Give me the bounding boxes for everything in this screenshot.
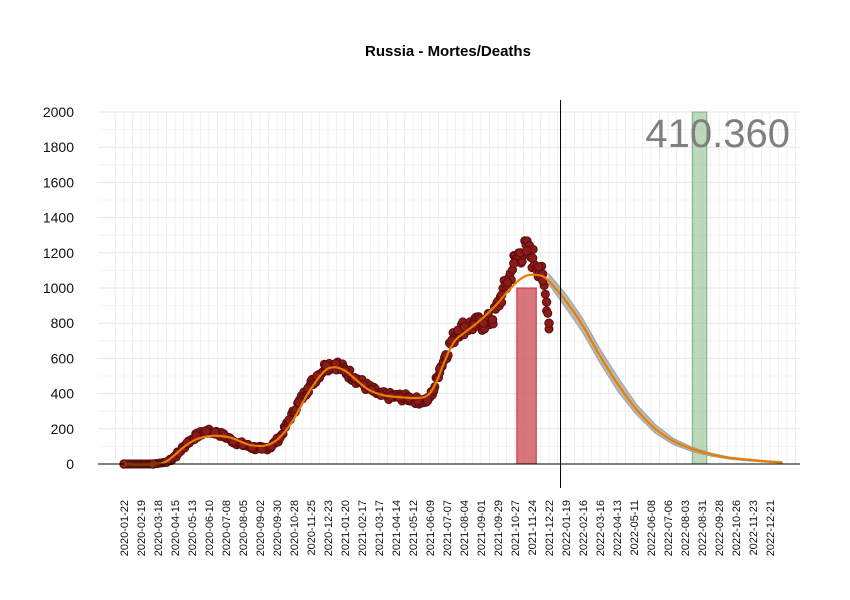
observed-point-key [544, 318, 554, 328]
x-tick-label: 2021-09-29 [493, 500, 505, 556]
observed-point-key [478, 318, 489, 328]
y-tick-label: 800 [51, 315, 75, 331]
x-tick-label: 2022-04-13 [612, 500, 624, 556]
x-tick-label: 2021-09-01 [476, 500, 488, 556]
x-tick-label: 2022-02-16 [578, 500, 590, 556]
y-tick-label: 1200 [43, 245, 74, 261]
x-tick-label: 2020-11-25 [306, 500, 318, 555]
y-tick-label: 600 [51, 350, 75, 366]
x-tick-label: 2020-03-18 [153, 500, 165, 556]
grid [98, 111, 800, 465]
chart-title: Russia - Mortes/Deaths [365, 43, 531, 60]
x-tick-label: 2022-01-19 [561, 500, 573, 556]
x-tick-label: 2022-06-08 [646, 500, 658, 556]
x-tick-label: 2020-02-19 [136, 500, 148, 556]
x-tick-label: 2021-02-17 [357, 500, 369, 556]
x-tick-label: 2020-06-10 [204, 500, 216, 556]
x-tick-label: 2020-01-22 [119, 500, 131, 556]
x-tick-label: 2021-01-20 [340, 500, 352, 556]
y-tick-label: 0 [66, 456, 74, 472]
observed-point-key [487, 314, 498, 325]
x-tick-label: 2021-10-27 [510, 500, 522, 556]
x-tick-label: 2021-05-12 [408, 500, 420, 556]
y-tick-labels: 0 200 400 600 800 1000 1200 1400 1600 1800 2000 [43, 104, 74, 472]
x-tick-labels: 2020-01-22 2020-02-19 2020-03-18 2020-04-15… [119, 500, 777, 556]
smooth-line-group [123, 273, 783, 466]
observed-point-key [533, 262, 544, 272]
x-tick-label: 2021-07-07 [442, 500, 454, 556]
observed-point-key [509, 258, 519, 269]
x-tick-label: 2021-11-24 [527, 500, 539, 555]
x-tick-label: 2021-03-17 [374, 500, 386, 556]
y-tick-label: 2000 [43, 104, 74, 120]
red-band [516, 287, 537, 465]
observed-point [540, 289, 550, 299]
observed-point-key [541, 297, 552, 307]
x-tick-label: 2022-11-23 [748, 500, 760, 555]
x-tick-label: 2020-09-02 [255, 500, 267, 556]
x-tick-label: 2022-05-11 [629, 500, 641, 555]
x-tick-label: 2020-05-13 [187, 500, 199, 556]
x-tick-label: 2021-08-04 [459, 500, 471, 556]
axes [98, 100, 800, 488]
observed-point-key [201, 426, 211, 437]
y-tick-label: 200 [51, 421, 75, 437]
x-tick-label: 2021-12-22 [544, 500, 556, 556]
x-tick-label: 2022-08-31 [697, 500, 709, 556]
green-band [691, 111, 708, 465]
x-tick-label: 2022-10-26 [731, 500, 743, 556]
x-tick-label: 2020-09-30 [272, 500, 284, 556]
y-tick-label: 1800 [43, 139, 74, 155]
y-tick-label: 1600 [43, 174, 74, 190]
y-tick-label: 400 [51, 386, 75, 402]
forecast-band-area [548, 272, 783, 464]
forecast-band [548, 272, 783, 464]
x-tick-label: 2021-04-14 [391, 500, 403, 556]
observed-point [543, 308, 553, 318]
x-tick-label: 2022-07-06 [663, 500, 675, 556]
x-tick-label: 2020-10-28 [289, 500, 301, 556]
x-tick-label: 2020-08-05 [238, 500, 250, 556]
smooth-line [123, 273, 783, 466]
y-tick-label: 1400 [43, 210, 74, 226]
bands [516, 111, 708, 465]
x-tick-label: 2022-12-21 [765, 500, 777, 556]
observed-point-key [459, 322, 470, 332]
x-tick-label: 2020-07-08 [221, 500, 233, 556]
observed-point-key [527, 253, 538, 263]
x-tick-label: 2021-06-09 [425, 500, 437, 556]
total-deaths-annotation: 410.360 [645, 112, 790, 156]
observed-point-key [521, 246, 532, 256]
x-tick-label: 2022-09-28 [714, 500, 726, 556]
x-tick-label: 2022-08-03 [680, 500, 692, 556]
x-tick-label: 2022-03-16 [595, 500, 607, 556]
y-tick-label: 1000 [43, 280, 74, 296]
observed-point-key [503, 278, 513, 288]
x-tick-label: 2020-12-23 [323, 500, 335, 556]
x-tick-label: 2020-04-15 [170, 500, 182, 556]
